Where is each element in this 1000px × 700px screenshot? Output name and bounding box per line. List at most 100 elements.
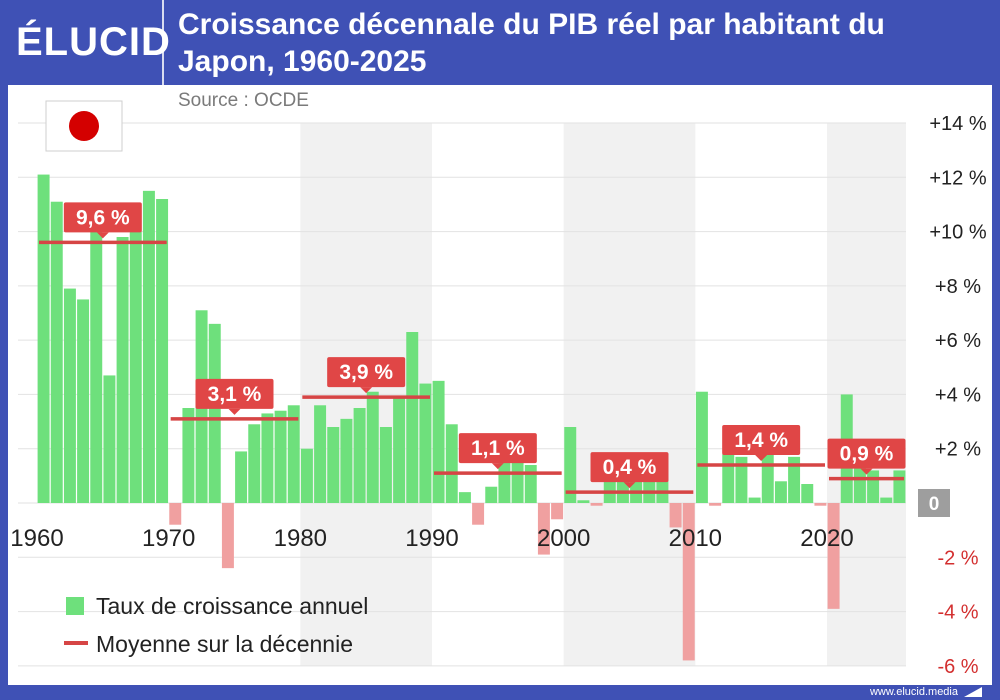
bar-1964: [90, 215, 103, 504]
bar-2003: [603, 467, 616, 503]
bar-1966: [116, 237, 129, 503]
decade-average-label-box: [827, 438, 906, 469]
bar-1992: [458, 492, 471, 503]
bar-2015: [761, 454, 774, 503]
bar-2013: [735, 456, 748, 503]
decade-average-label-pointer: [623, 482, 636, 489]
bar-1969: [156, 199, 169, 503]
bar-2008: [669, 503, 682, 528]
bar-2016: [774, 481, 787, 503]
bar-1980: [300, 448, 313, 503]
x-tick-label: 1970: [142, 525, 195, 552]
footer-url[interactable]: www.elucid.media: [869, 686, 958, 698]
decade-average-label: 1,1 %: [471, 437, 525, 460]
x-tick-label: 2010: [669, 525, 722, 552]
bar-2025: [893, 470, 906, 503]
decade-average-label: 0,4 %: [603, 456, 657, 479]
bar-2007: [656, 465, 669, 503]
decade-average-label-box: [590, 452, 669, 483]
bar-2010: [695, 391, 708, 503]
bar-2011: [709, 503, 722, 506]
x-tick-label: 1990: [405, 525, 458, 552]
bar-2005: [630, 462, 643, 503]
bar-2000: [564, 427, 577, 503]
decade-average-label-pointer: [96, 232, 109, 239]
source-note: Source : OCDE: [178, 90, 309, 111]
bar-1963: [77, 299, 90, 503]
bar-1977: [261, 413, 274, 503]
bar-1989: [419, 383, 432, 503]
x-tick-label: 1980: [274, 525, 327, 552]
bar-1997: [524, 465, 537, 503]
bar-1961: [50, 201, 63, 503]
decade-average-label: 3,9 %: [339, 361, 393, 384]
bar-1985: [366, 391, 379, 503]
bar-1983: [340, 418, 353, 503]
bar-1967: [129, 231, 142, 504]
header-divider: [162, 0, 164, 85]
decade-average-label-pointer: [491, 463, 504, 470]
x-tick-label: 2000: [537, 525, 590, 552]
elucid-mark-icon: [964, 687, 982, 697]
japan-flag-sun: [69, 111, 99, 141]
bar-1975: [235, 451, 248, 503]
y-tick-label: +12 %: [929, 167, 986, 189]
bar-2020: [827, 503, 840, 609]
bar-1960: [37, 174, 50, 504]
bar-2022: [853, 467, 866, 503]
decade-average-label-box: [195, 378, 274, 409]
legend-swatch-annual: [66, 597, 84, 615]
y-tick-label: +14 %: [929, 113, 986, 135]
decade-average-label-pointer: [755, 455, 768, 461]
bar-2002: [590, 503, 603, 506]
legend-label-average: Moyenne sur la décennie: [96, 631, 353, 657]
bar-2018: [801, 484, 814, 503]
decade-average-label-pointer: [860, 468, 873, 475]
bar-1993: [472, 503, 485, 525]
decade-average-label: 9,6 %: [76, 206, 130, 229]
bar-2001: [577, 500, 590, 503]
bar-1987: [393, 397, 406, 503]
legend-label-annual: Taux de croissance annuel: [96, 593, 368, 619]
y-tick-label: +10 %: [929, 222, 986, 244]
decade-average-label-box: [63, 202, 142, 233]
bar-1979: [287, 405, 300, 503]
y-tick-label: +4 %: [935, 384, 981, 406]
bar-2009: [682, 503, 695, 661]
bar-1999: [551, 503, 564, 520]
decade-average-label-box: [327, 357, 406, 388]
bar-1970: [169, 503, 182, 525]
bar-1984: [353, 408, 366, 503]
bar-1995: [498, 462, 511, 503]
bar-1974: [221, 503, 234, 569]
bar-2012: [722, 454, 735, 503]
y-tick-label: -4 %: [937, 602, 978, 624]
bar-1998: [537, 503, 550, 555]
y-tick-label: 0: [929, 494, 940, 515]
y-tick-label: +2 %: [935, 439, 981, 461]
y-tick-label: +6 %: [935, 330, 981, 352]
bar-1988: [406, 332, 419, 503]
bar-2019: [814, 503, 827, 506]
bar-2023: [867, 470, 880, 503]
bar-1965: [103, 375, 116, 503]
elucid-logo: ÉLUCID: [16, 20, 171, 64]
chart-title: Croissance décennale du PIB réel par hab…: [178, 8, 885, 78]
header: ÉLUCID Croissance décennale du PIB réel …: [0, 0, 1000, 85]
x-tick-label: 1960: [10, 525, 63, 552]
bar-1962: [63, 288, 76, 503]
bar-2014: [748, 497, 761, 503]
y-tick-label: +8 %: [935, 276, 981, 298]
bar-2017: [788, 456, 801, 503]
bar-1971: [182, 408, 195, 503]
y-tick-label: -2 %: [937, 547, 978, 569]
y-tick-label: -6 %: [937, 656, 978, 678]
bar-1986: [379, 427, 392, 503]
x-tick-label: 2020: [800, 525, 853, 552]
bar-1968: [142, 190, 155, 503]
bar-1976: [248, 424, 261, 503]
bar-1982: [327, 427, 340, 503]
decade-average-label-box: [722, 425, 801, 455]
